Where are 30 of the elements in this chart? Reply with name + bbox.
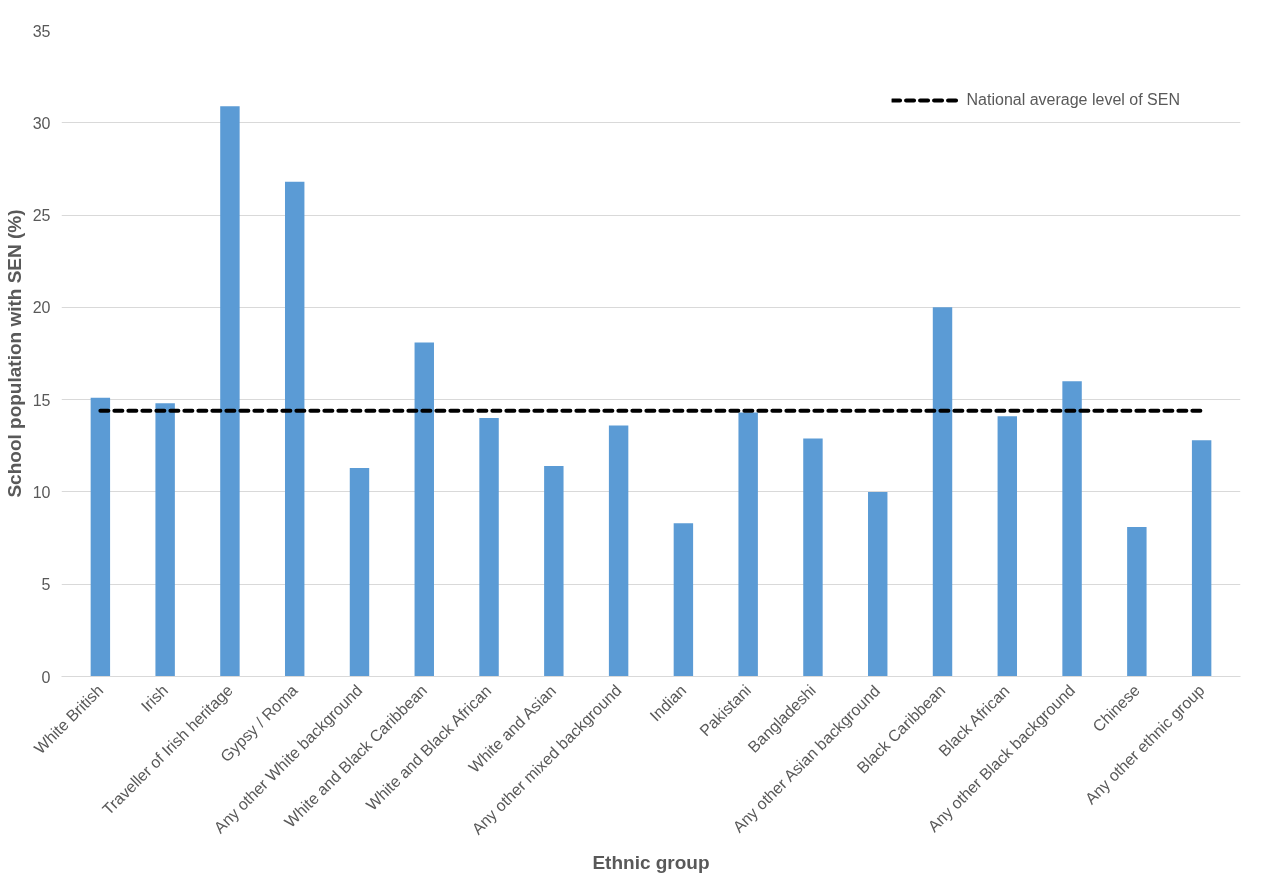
bar: [284, 181, 305, 677]
y-tick-label: 20: [32, 299, 51, 317]
bar: [997, 416, 1018, 677]
y-tick-label: 25: [32, 207, 51, 225]
y-axis-title: School population with SEN (%): [3, 209, 25, 498]
bar: [738, 412, 758, 677]
bar: [220, 106, 240, 677]
x-axis-title: Ethnic group: [592, 851, 710, 873]
y-tick-label: 0: [41, 668, 51, 686]
bar: [608, 425, 629, 677]
x-tick-label: Irish: [137, 681, 172, 715]
bar: [414, 342, 434, 677]
bar: [673, 523, 694, 677]
y-tick-label: 30: [32, 114, 51, 132]
bar: [1062, 381, 1082, 677]
bar: [544, 466, 564, 677]
bar: [932, 307, 953, 677]
legend-label: National average level of SEN: [966, 91, 1180, 109]
y-tick-label: 10: [32, 483, 51, 501]
bar: [155, 403, 175, 677]
bar: [1191, 440, 1212, 677]
bar: [803, 438, 823, 677]
y-tick-label: 5: [41, 576, 51, 594]
bar: [868, 491, 888, 677]
y-tick-label: 35: [32, 22, 51, 40]
bar: [90, 397, 111, 677]
bar: [349, 467, 370, 677]
bar: [1127, 527, 1147, 677]
y-tick-label: 15: [32, 391, 51, 409]
bar: [479, 418, 499, 677]
